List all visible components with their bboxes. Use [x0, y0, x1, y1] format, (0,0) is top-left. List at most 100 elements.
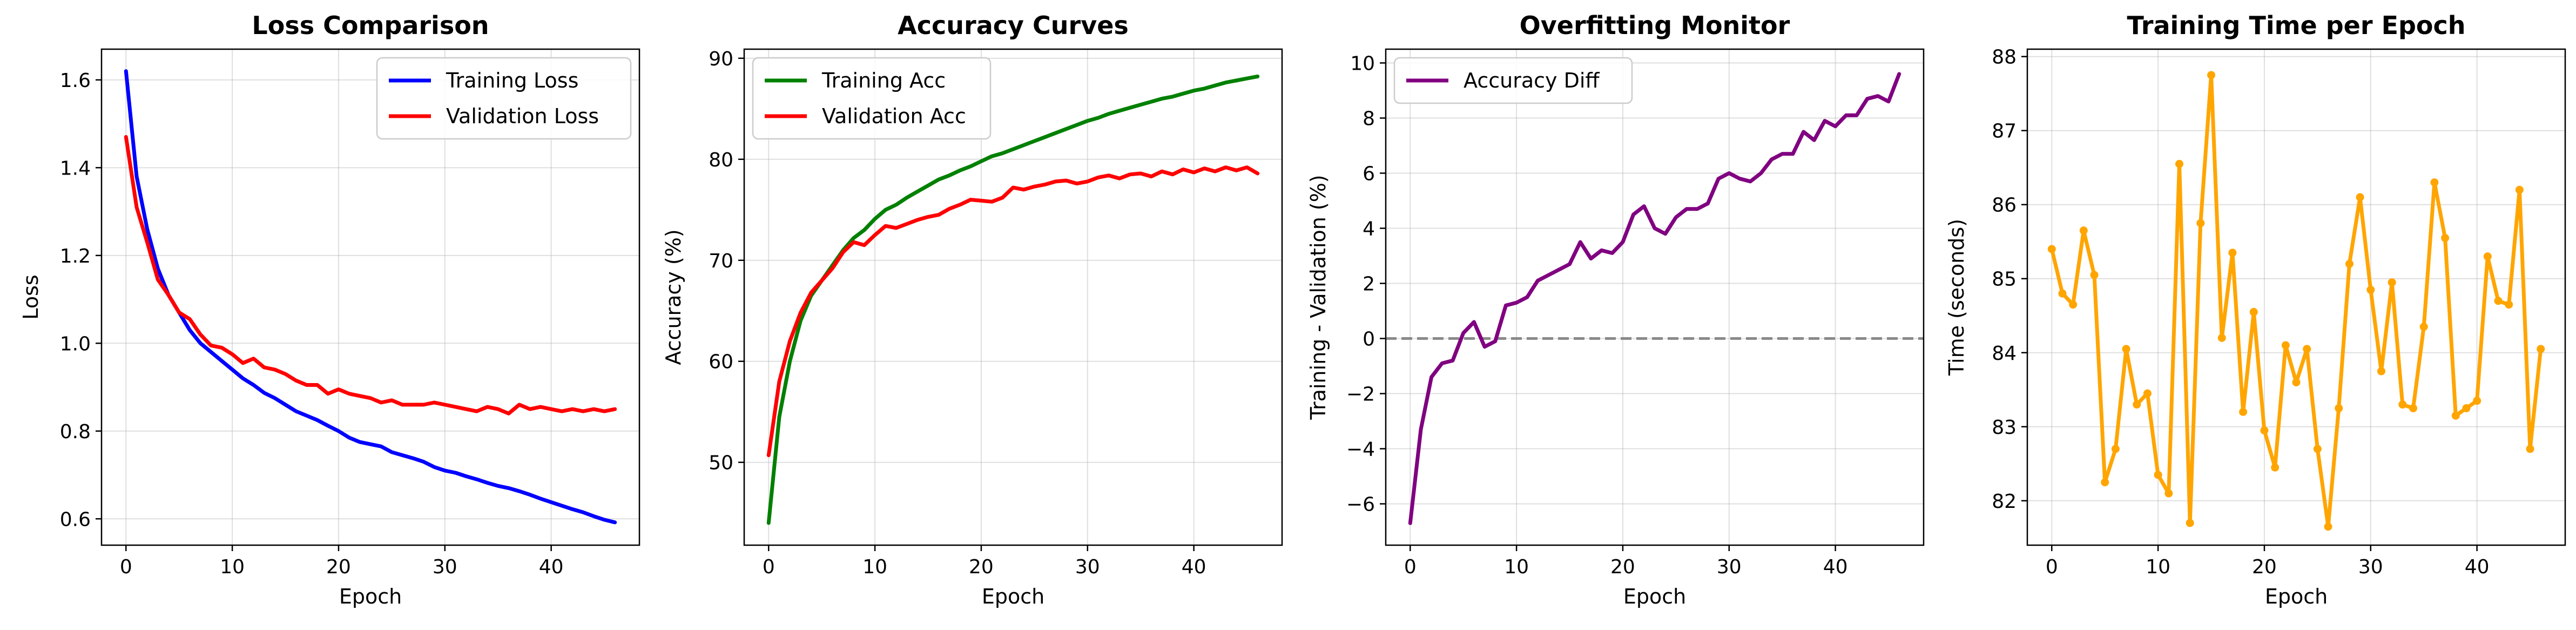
x-tick-label: 40: [1182, 556, 1206, 578]
data-point: [2419, 323, 2428, 331]
legend: Accuracy Diff: [1393, 57, 1633, 104]
data-point: [2483, 252, 2492, 261]
legend-label: Training Acc: [821, 69, 946, 92]
data-point: [2271, 463, 2280, 472]
y-tick-label: −4: [1346, 439, 1375, 461]
y-tick-label: 0.6: [60, 508, 91, 531]
x-tick-label: 30: [2358, 556, 2383, 578]
y-tick-label: 1.2: [60, 245, 91, 267]
data-point: [2335, 404, 2343, 413]
data-point: [2101, 478, 2109, 487]
y-tick-label: 4: [1363, 218, 1375, 240]
y-tick-label: 10: [1350, 53, 1375, 75]
series-line-2: [766, 165, 1260, 458]
y-tick-label: 50: [709, 452, 733, 474]
data-point: [2345, 259, 2354, 268]
data-point: [2047, 245, 2056, 253]
chart-panel-2: 0 10 20 30 40 50 60 70 80 90 Accuracy Curves Epoch A…: [662, 11, 1283, 608]
y-axis-label: Loss: [19, 274, 43, 319]
data-point: [2526, 445, 2534, 453]
data-point: [2441, 233, 2450, 242]
x-tick-label: 0: [1404, 556, 1417, 578]
data-point: [2186, 519, 2194, 527]
data-point: [2430, 178, 2439, 187]
data-point: [2143, 389, 2152, 398]
y-tick-label: −2: [1346, 384, 1375, 406]
data-point: [2366, 285, 2375, 294]
data-point: [2069, 300, 2078, 309]
legend-box: [752, 57, 992, 140]
y-tick-label: 0: [1363, 329, 1375, 351]
series-line-2: [124, 135, 617, 415]
data-point: [2281, 341, 2290, 350]
data-point: [2196, 219, 2205, 227]
legend-label: Validation Acc: [822, 104, 966, 128]
plot-frame: [2026, 48, 2566, 546]
y-tick-label: 0.8: [60, 421, 91, 443]
x-tick-label: 20: [1610, 556, 1635, 578]
legend: Training Acc Validation Acc: [752, 57, 992, 140]
y-tick-label: 87: [1992, 120, 2017, 143]
data-point: [2207, 71, 2216, 79]
y-tick-label: 82: [1992, 491, 2017, 513]
y-tick-label: 83: [1992, 417, 2017, 439]
x-tick-label: 0: [120, 556, 132, 578]
x-tick-label: 30: [1717, 556, 1742, 578]
y-axis-label: Time (seconds): [1945, 219, 1968, 376]
y-tick-label: 90: [709, 48, 733, 70]
data-point: [2537, 345, 2545, 353]
legend: Training Loss Validation Loss: [376, 57, 632, 140]
x-tick-label: 40: [1823, 556, 1848, 578]
y-axis-label: Accuracy (%): [662, 229, 685, 365]
legend-label: Accuracy Diff: [1464, 69, 1600, 92]
x-axis-label: Epoch: [982, 585, 1044, 608]
series-line-1: [124, 69, 617, 525]
data-point: [2451, 411, 2460, 420]
plot-frame: [743, 48, 1283, 546]
data-point: [2249, 307, 2258, 316]
data-point: [2292, 378, 2301, 387]
chart-panel-1: 0 10 20 30 40 0.6 0.8 1.0 1.2 1.4 1.6 Loss Comparis…: [19, 11, 640, 608]
y-tick-label: −6: [1346, 494, 1375, 516]
data-point: [2494, 297, 2503, 305]
y-tick-label: 1.0: [60, 333, 91, 355]
x-tick-label: 20: [969, 556, 994, 578]
data-point: [2473, 397, 2481, 405]
x-tick-label: 0: [2046, 556, 2058, 578]
y-tick-label: 2: [1363, 273, 1375, 296]
x-tick-label: 10: [1504, 556, 1529, 578]
x-tick-label: 10: [2146, 556, 2170, 578]
chart-title: Overfitting Monitor: [1520, 11, 1790, 40]
data-point: [2154, 471, 2162, 479]
data-point: [2303, 345, 2311, 353]
x-tick-label: 40: [2465, 556, 2490, 578]
legend-box: [1393, 57, 1633, 104]
series-line-1: [2049, 73, 2543, 529]
data-point: [2462, 404, 2471, 413]
plot-frame: [1385, 48, 1925, 546]
data-point: [2090, 271, 2099, 279]
legend-label: Training Loss: [446, 69, 578, 92]
x-tick-label: 20: [326, 556, 351, 578]
data-point: [2111, 445, 2120, 453]
data-point: [2324, 522, 2332, 531]
y-tick-label: 85: [1992, 269, 2017, 291]
data-point: [2164, 489, 2173, 498]
data-point: [2515, 185, 2524, 194]
x-tick-label: 0: [763, 556, 775, 578]
data-point: [2356, 193, 2364, 202]
x-tick-label: 30: [1075, 556, 1100, 578]
data-point: [2079, 226, 2088, 235]
y-tick-label: 84: [1992, 343, 2017, 365]
data-point: [2175, 159, 2183, 168]
y-tick-label: 88: [1992, 46, 2017, 69]
x-tick-label: 30: [433, 556, 457, 578]
data-point: [2505, 300, 2513, 309]
x-tick-label: 10: [862, 556, 887, 578]
y-tick-label: 8: [1363, 108, 1375, 130]
y-tick-label: 6: [1363, 163, 1375, 185]
y-tick-label: 80: [709, 149, 733, 171]
y-axis-label: Training - Validation (%): [1306, 175, 1330, 420]
x-axis-label: Epoch: [1623, 585, 1686, 608]
